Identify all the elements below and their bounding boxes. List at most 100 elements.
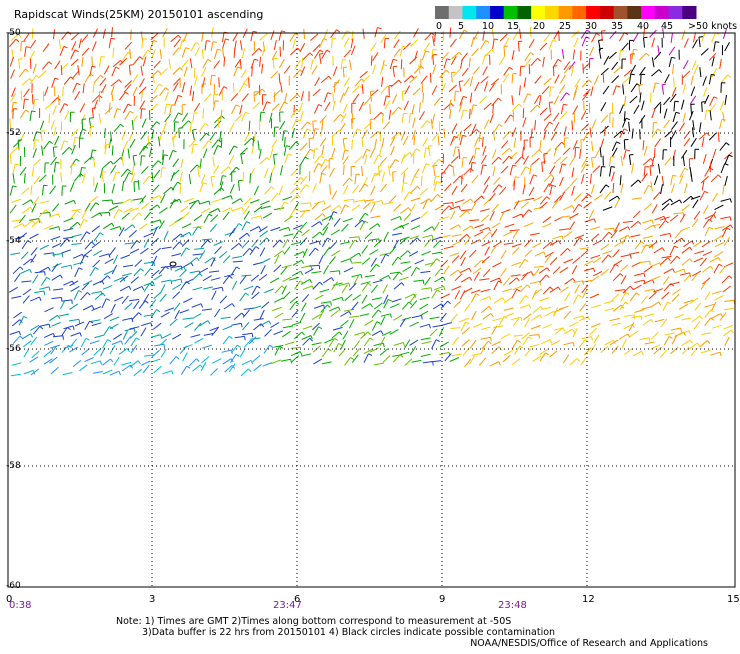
wind-barb-flag (261, 216, 262, 220)
wind-barb (440, 70, 446, 78)
wind-barb (70, 182, 74, 191)
wind-barb-flag (161, 335, 162, 339)
wind-barb (594, 75, 598, 84)
wind-barb (215, 247, 222, 254)
wind-barb (644, 203, 652, 210)
wind-barb (201, 174, 205, 183)
wind-barb-flag (116, 172, 120, 173)
wind-barb (660, 350, 667, 357)
wind-barb (132, 199, 142, 201)
wind-barb-flag (529, 210, 532, 213)
wind-barb (439, 327, 443, 336)
wind-barb-flag (45, 272, 46, 276)
wind-barb (701, 333, 711, 335)
wind-barb (193, 287, 203, 290)
wind-barb-flag (102, 281, 104, 285)
wind-barb (64, 218, 73, 222)
wind-barb (199, 123, 205, 131)
wind-barb (323, 223, 330, 231)
wind-barb (694, 32, 696, 42)
wind-barb (371, 186, 375, 195)
wind-barb (452, 73, 453, 83)
wind-barb-flag (403, 343, 404, 347)
wind-barb (450, 39, 456, 47)
wind-barb (433, 65, 436, 75)
wind-barb (512, 247, 519, 254)
wind-barb-flag (631, 74, 635, 75)
wind-barb (530, 345, 540, 347)
wind-barb (405, 359, 412, 366)
wind-barb (93, 83, 94, 93)
wind-barb (53, 289, 63, 290)
wind-barb (493, 242, 502, 247)
colorbar-swatch (586, 6, 600, 19)
wind-barb-flag (125, 92, 128, 94)
wind-barb (131, 345, 137, 353)
wind-barb (380, 157, 387, 165)
wind-barb (382, 113, 383, 123)
wind-barb (362, 304, 371, 309)
wind-barb-flag (245, 336, 246, 340)
wind-barb (401, 59, 402, 69)
wind-barb-flag (153, 282, 154, 286)
wind-barb (511, 275, 521, 277)
wind-barb (300, 157, 305, 166)
wind-barb (672, 294, 679, 301)
wind-barb-flag (446, 70, 449, 73)
wind-barb (349, 237, 359, 238)
wind-barb (151, 335, 161, 338)
wind-barb-flag (589, 80, 592, 83)
wind-barb (82, 57, 83, 67)
wind-barb (345, 357, 351, 365)
wind-barb (445, 184, 452, 192)
wind-barb (352, 302, 358, 310)
wind-barb-flag (154, 262, 155, 266)
wind-barb (521, 167, 526, 176)
wind-barb (152, 161, 159, 169)
wind-barb (700, 341, 708, 348)
wind-barb (643, 236, 653, 238)
wind-barb (451, 286, 460, 290)
wind-barb (410, 322, 419, 326)
wind-barb (25, 221, 33, 227)
wind-barb (381, 316, 385, 325)
wind-barb (174, 39, 180, 47)
lat-label: -50 (6, 27, 21, 39)
wind-barb (540, 43, 547, 50)
wind-barb-flag (339, 205, 341, 208)
wind-barb (499, 316, 504, 325)
wind-barb-flag (178, 95, 182, 96)
wind-barb (482, 341, 489, 349)
wind-barb-flag (517, 340, 520, 342)
wind-barb (258, 141, 259, 151)
wind-barb (359, 102, 363, 111)
wind-barb (13, 140, 20, 147)
wind-barb (430, 259, 436, 267)
wind-barb (703, 154, 706, 164)
wind-barb (343, 156, 349, 164)
wind-barb-flag (467, 211, 470, 214)
wind-barb (202, 49, 203, 59)
wind-barb (570, 358, 578, 365)
wind-barb (384, 295, 388, 304)
wind-barb (655, 319, 665, 322)
wind-barb (483, 269, 490, 276)
wind-barb (141, 361, 150, 365)
wind-barb (710, 352, 720, 355)
wind-barb (450, 253, 459, 256)
wind-barb (404, 192, 409, 201)
wind-barb (724, 325, 733, 329)
wind-barb (463, 226, 472, 231)
wind-barb (185, 323, 194, 328)
wind-barb (504, 350, 513, 355)
wind-barb-flag (527, 285, 530, 288)
wind-barb (383, 203, 393, 205)
wind-barb (540, 275, 547, 283)
wind-barb (653, 192, 660, 200)
wind-barb (352, 140, 353, 150)
wind-barb (13, 267, 20, 274)
wind-barb (71, 33, 78, 40)
wind-barb (394, 315, 403, 320)
wind-barb (332, 332, 340, 339)
